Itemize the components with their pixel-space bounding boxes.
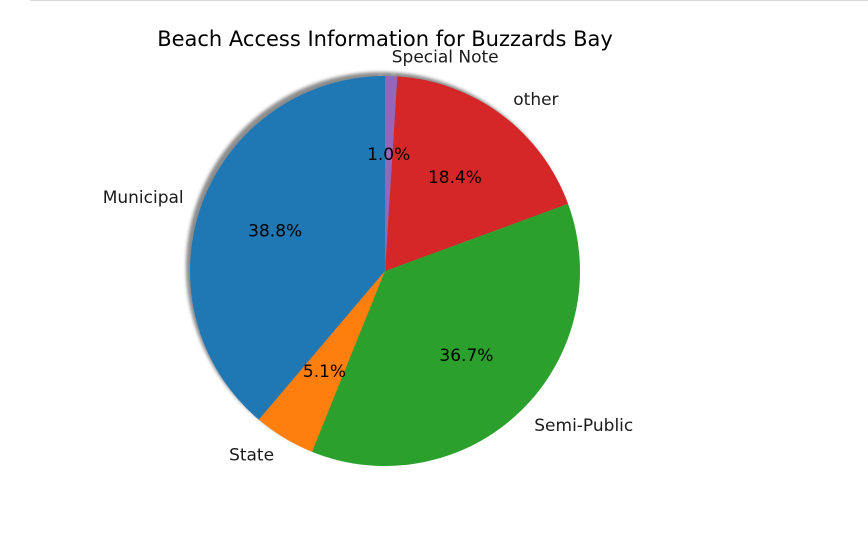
pie-slice-special-note (385, 76, 398, 271)
pie-labels: Municipal 38.8% State 5.1% Semi-Public 36.7% o… (103, 48, 634, 466)
slice-percent-other: 18.4% (428, 168, 482, 188)
pie-slice-other (385, 76, 569, 271)
slice-label-state: State (229, 446, 274, 466)
cell-divider (30, 0, 868, 1)
slice-percent-state: 5.1% (303, 362, 346, 382)
slice-percent-special-note: 1.0% (367, 145, 410, 165)
pie-slice-municipal (189, 76, 385, 420)
chart-title: Beach Access Information for Buzzards Ba… (157, 27, 613, 51)
slice-percent-municipal: 38.8% (248, 222, 302, 242)
slice-label-semi-public: Semi-Public (534, 416, 633, 436)
slice-label-special-note: Special Note (392, 48, 499, 68)
slice-label-other: other (513, 90, 558, 110)
slice-percent-semi-public: 36.7% (439, 346, 493, 366)
slice-label-municipal: Municipal (103, 188, 184, 208)
pie-slice-semi-public (312, 203, 580, 467)
pie-slice-state (258, 271, 385, 452)
pie-slices (189, 76, 580, 467)
